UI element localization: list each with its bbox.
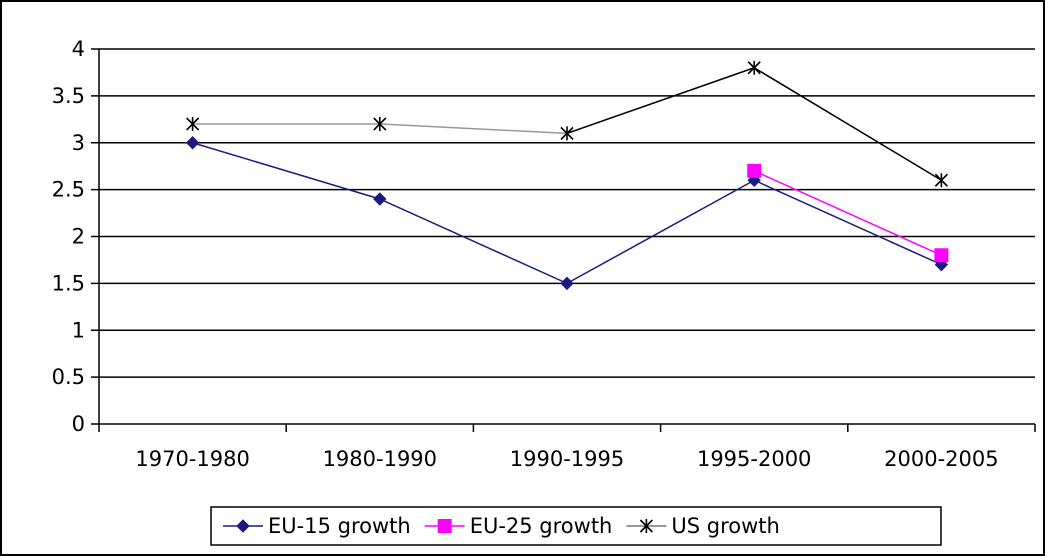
series-line-segment — [567, 180, 754, 283]
series-line-segment — [380, 124, 567, 133]
series-line-segment — [567, 68, 754, 134]
y-tick-label: 3.5 — [52, 84, 85, 108]
series-line-segment — [193, 143, 380, 199]
series-eu-25-growth — [747, 164, 948, 262]
y-tick-label: 1 — [72, 318, 85, 342]
y-tick-labels: 0 0.5 1 1.5 2 2.5 3 3.5 4 — [52, 37, 85, 436]
y-tick-label: 3 — [72, 131, 85, 155]
legend-marker — [438, 519, 452, 533]
x-tick-label: 1990-1995 — [510, 447, 624, 471]
x-tick-label: 1980-1990 — [323, 447, 437, 471]
y-tick-label: 0 — [72, 412, 85, 436]
data-point — [934, 248, 948, 262]
data-point — [935, 173, 947, 187]
gridlines — [99, 49, 1035, 377]
axes — [91, 49, 1035, 432]
series-line-segment — [754, 180, 941, 264]
y-tick-label: 1.5 — [52, 271, 85, 295]
y-tick-label: 2.5 — [52, 178, 85, 202]
legend-label: US growth — [671, 514, 779, 538]
series-line-segment — [380, 199, 567, 283]
y-tick-label: 4 — [72, 37, 85, 61]
x-tick-label: 1995-2000 — [697, 447, 811, 471]
data-point — [561, 277, 573, 289]
y-tick-label: 0.5 — [52, 365, 85, 389]
legend: EU-15 growth EU-25 growth US growth — [211, 507, 941, 545]
y-tick-label: 2 — [72, 225, 85, 249]
legend-label: EU-15 growth — [268, 514, 411, 538]
series-line-segment — [754, 171, 941, 255]
x-tick-labels: 1970-1980 1980-1990 1990-1995 1995-2000 2000… — [135, 447, 998, 471]
data-point — [374, 193, 386, 205]
series-us-growth — [187, 61, 948, 188]
data-point — [187, 137, 199, 149]
x-tick-label: 1970-1980 — [135, 447, 249, 471]
series-line-segment — [754, 68, 941, 181]
series-eu-15-growth — [187, 137, 948, 290]
data-point — [748, 61, 760, 75]
data-point — [747, 164, 761, 178]
x-tick-label: 2000-2005 — [884, 447, 998, 471]
series-lines — [187, 61, 949, 290]
legend-label: EU-25 growth — [470, 514, 613, 538]
